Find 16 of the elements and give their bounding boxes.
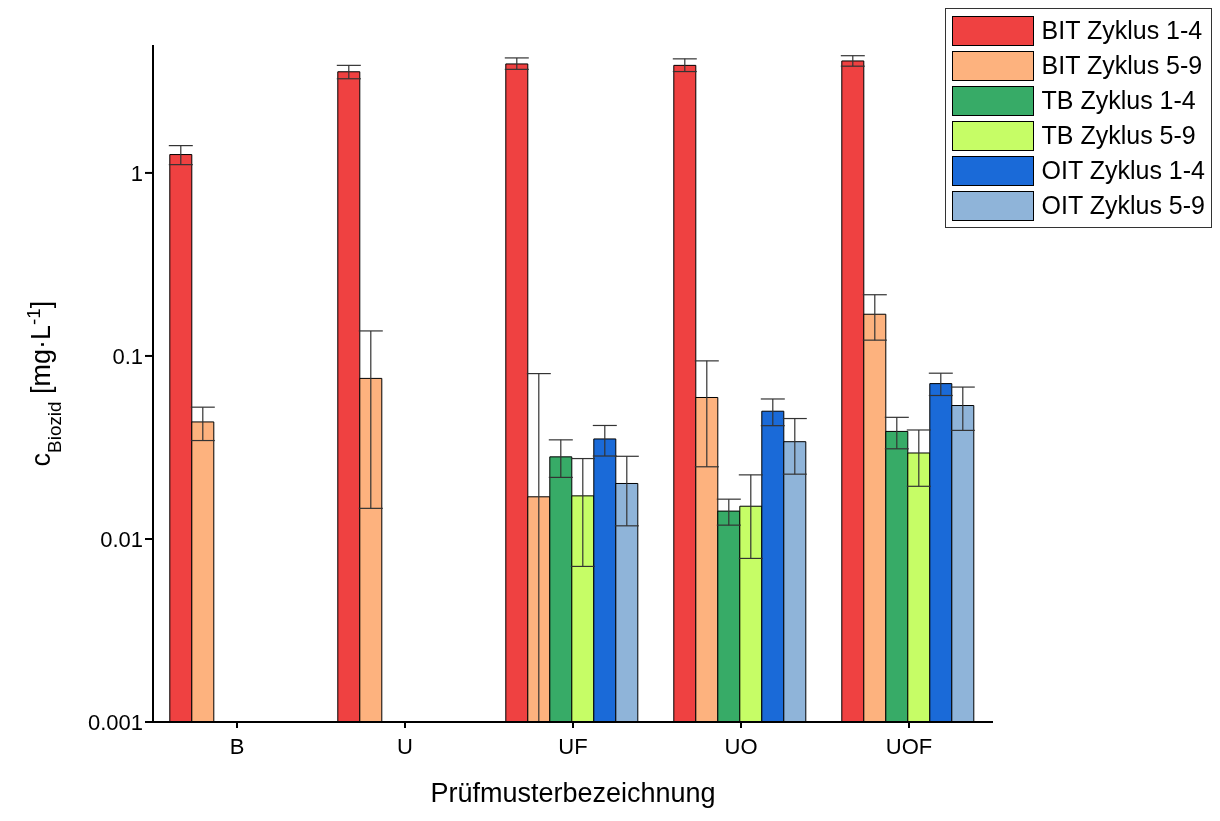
legend-label: OIT Zyklus 1-4 [1041, 156, 1205, 185]
y-tick-label: 0.1 [112, 343, 143, 369]
legend-label: OIT Zyklus 5-9 [1041, 191, 1205, 220]
x-tick-label: U [397, 733, 413, 759]
y-tick-label: 0.01 [100, 526, 143, 552]
x-axis-title: Prüfmusterbezeichnung [430, 778, 716, 808]
legend-label: BIT Zyklus 1-4 [1041, 16, 1203, 45]
x-tick-label: UO [724, 733, 758, 759]
x-tick-label: UOF [885, 733, 933, 759]
legend-label: BIT Zyklus 5-9 [1041, 51, 1203, 80]
y-tick-label: 0.001 [87, 709, 143, 735]
legend-label: TB Zyklus 1-4 [1041, 86, 1196, 115]
y-tick-label: 1 [130, 160, 143, 186]
x-tick-label: B [229, 733, 245, 759]
legend-label: TB Zyklus 5-9 [1041, 121, 1196, 150]
x-tick-label: UF [558, 733, 588, 759]
